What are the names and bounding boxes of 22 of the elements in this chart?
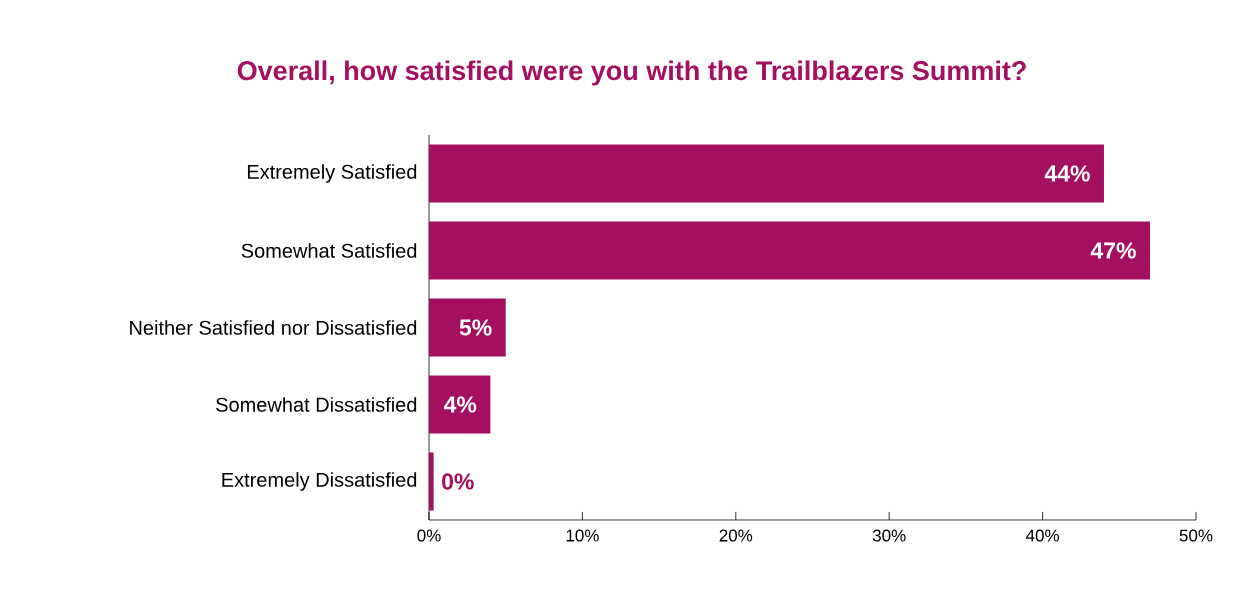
chart-title: Overall, how satisfied were you with the Trailblazers Summit? <box>237 60 1026 86</box>
bar <box>429 375 491 434</box>
y-tick-label: Somewhat Dissatisfied <box>216 397 417 412</box>
y-tick-label: Neither Satisfied nor Dissatisfied <box>130 320 417 335</box>
data-label: 44% <box>1044 165 1090 182</box>
bar <box>429 144 1104 203</box>
x-tick-label: 10% <box>566 529 599 542</box>
bar <box>429 298 506 357</box>
x-tick-label: 0% <box>417 529 441 542</box>
x-tick-label: 20% <box>719 529 753 542</box>
x-tick-label: 50% <box>1179 529 1213 542</box>
y-tick-label: Somewhat Satisfied <box>241 243 417 258</box>
data-label: 5% <box>459 319 492 336</box>
bar <box>429 221 1150 280</box>
y-tick-label: Extremely Dissatisfied <box>222 472 417 491</box>
data-label: 0% <box>442 473 474 490</box>
data-label: 4% <box>443 396 477 413</box>
x-tick-label: 30% <box>872 529 906 542</box>
data-label: 47% <box>1090 242 1136 259</box>
x-tick-label: 40% <box>1025 529 1060 542</box>
bar <box>429 452 434 511</box>
y-tick-label: Extremely Satisfied <box>247 164 417 183</box>
